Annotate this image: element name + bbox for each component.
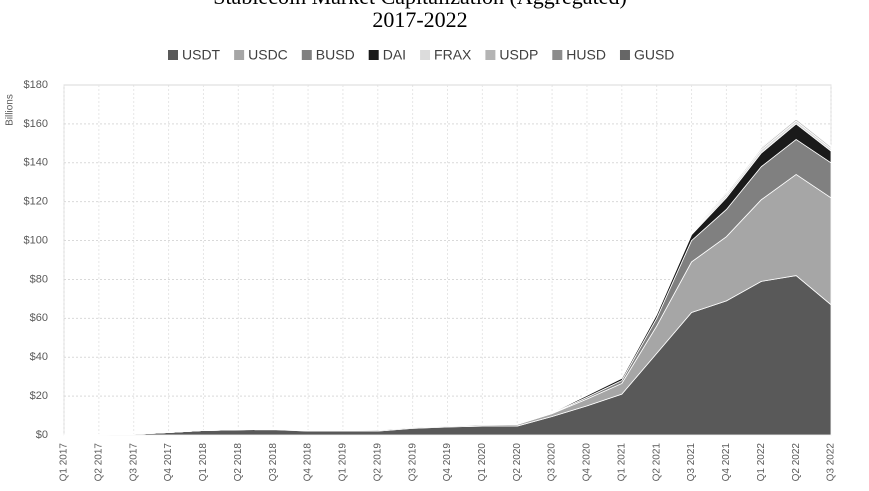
- x-tick-label: Q1 2021: [616, 443, 627, 482]
- legend-label: USDC: [248, 47, 288, 63]
- y-tick-label: $0: [36, 429, 48, 441]
- x-tick-label: Q3 2019: [407, 443, 418, 482]
- legend-label: USDT: [182, 47, 221, 63]
- chart-title: Stablecoin Market Capitalization (Aggreg…: [213, 0, 627, 9]
- x-tick-label: Q2 2020: [512, 443, 523, 482]
- legend-swatch: [368, 50, 379, 60]
- x-tick-label: Q1 2017: [59, 443, 70, 482]
- y-tick-label: $140: [24, 157, 48, 169]
- y-tick-label: $60: [30, 312, 48, 324]
- x-tick-label: Q1 2018: [198, 443, 209, 482]
- legend-swatch: [420, 50, 431, 60]
- chart-subtitle: 2017-2022: [372, 7, 467, 32]
- legend-label: BUSD: [316, 47, 355, 63]
- x-tick-label: Q2 2017: [94, 443, 105, 482]
- y-tick-label: $160: [24, 118, 48, 130]
- y-tick-label: $40: [30, 351, 48, 363]
- legend-swatch: [234, 50, 245, 60]
- x-tick-label: Q2 2022: [791, 443, 802, 482]
- y-tick-label: $120: [24, 196, 48, 208]
- legend-swatch: [552, 50, 563, 60]
- x-tick-label: Q3 2020: [547, 443, 558, 482]
- x-tick-label: Q3 2018: [268, 443, 279, 482]
- x-tick-label: Q2 2021: [651, 443, 662, 482]
- x-tick-label: Q3 2022: [826, 443, 837, 482]
- x-tick-label: Q4 2020: [582, 443, 593, 482]
- legend-swatch: [619, 50, 630, 60]
- y-tick-label: $180: [24, 79, 48, 91]
- legend-label: FRAX: [434, 47, 472, 63]
- y-tick-label: $80: [30, 273, 48, 285]
- legend-swatch: [485, 50, 496, 60]
- x-tick-label: Q1 2019: [338, 443, 349, 482]
- x-tick-label: Q1 2020: [477, 443, 488, 482]
- y-axis-label: Billions: [5, 94, 16, 126]
- legend-swatch: [168, 50, 178, 60]
- legend-label: USDP: [499, 47, 538, 63]
- legend-label: GUSD: [634, 47, 674, 63]
- x-tick-label: Q2 2019: [372, 443, 383, 482]
- x-tick-label: Q4 2018: [303, 443, 314, 482]
- x-tick-label: Q1 2022: [756, 443, 767, 482]
- legend-swatch: [301, 50, 312, 60]
- y-tick-label: $20: [30, 390, 48, 402]
- x-tick-label: Q3 2017: [128, 443, 139, 482]
- legend-label: HUSD: [566, 47, 606, 63]
- legend-label: DAI: [383, 47, 406, 63]
- area: [63, 116, 832, 436]
- x-tick-label: Q2 2018: [233, 443, 244, 482]
- x-tick-label: Q4 2017: [163, 443, 174, 482]
- y-tick-label: $100: [24, 234, 48, 246]
- x-tick-label: Q3 2021: [686, 443, 697, 482]
- x-tick-label: Q4 2019: [442, 443, 453, 482]
- x-tick-label: Q4 2021: [721, 443, 732, 482]
